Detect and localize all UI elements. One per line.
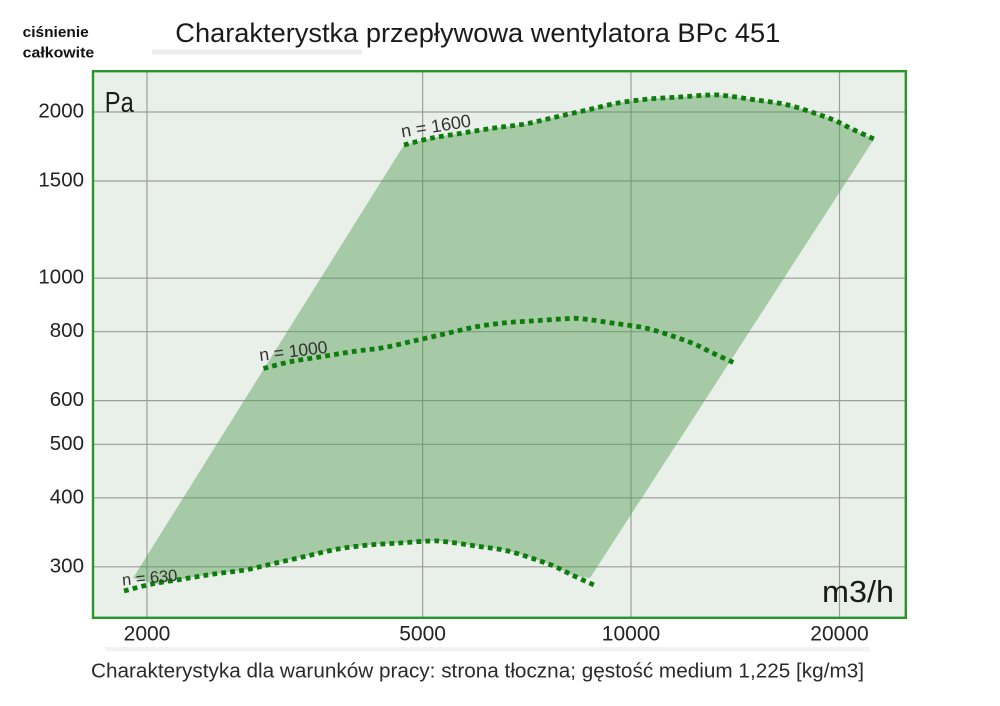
svg-text:800: 800: [50, 319, 84, 342]
svg-text:10000: 10000: [602, 623, 660, 646]
svg-text:300: 300: [50, 554, 84, 577]
svg-text:Charakterystyka dla warunków p: Charakterystyka dla warunków pracy: stro…: [91, 661, 864, 683]
svg-text:5000: 5000: [399, 623, 446, 646]
svg-text:2000: 2000: [124, 623, 171, 646]
svg-text:500: 500: [50, 432, 84, 455]
svg-text:1500: 1500: [38, 169, 84, 192]
svg-text:600: 600: [50, 388, 84, 411]
svg-text:całkowite: całkowite: [23, 44, 95, 61]
svg-text:ciśnienie: ciśnienie: [23, 24, 89, 41]
svg-text:m3/h: m3/h: [822, 574, 894, 609]
svg-text:Pa: Pa: [105, 87, 134, 119]
svg-text:n = 630: n = 630: [121, 567, 178, 590]
svg-text:20000: 20000: [810, 623, 868, 646]
svg-text:Charakterystka przepływowa wen: Charakterystka przepływowa wentylatora B…: [175, 18, 780, 48]
svg-text:1000: 1000: [38, 266, 84, 289]
svg-text:2000: 2000: [38, 100, 84, 123]
svg-text:400: 400: [50, 485, 84, 508]
